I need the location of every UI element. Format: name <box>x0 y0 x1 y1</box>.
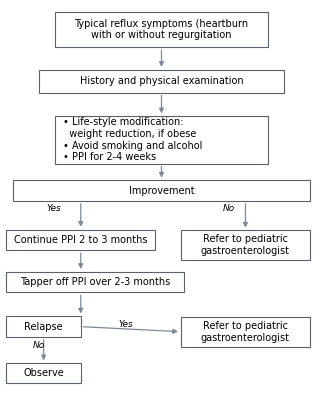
FancyBboxPatch shape <box>55 116 268 164</box>
Text: Yes: Yes <box>119 320 133 329</box>
Text: Improvement: Improvement <box>129 186 194 196</box>
FancyBboxPatch shape <box>6 272 184 292</box>
Text: Continue PPI 2 to 3 months: Continue PPI 2 to 3 months <box>14 235 148 245</box>
FancyBboxPatch shape <box>181 317 310 347</box>
Text: Relapse: Relapse <box>24 322 63 332</box>
Text: Observe: Observe <box>23 368 64 378</box>
FancyBboxPatch shape <box>6 363 81 383</box>
Text: Typical reflux symptoms (heartburn
with or without regurgitation: Typical reflux symptoms (heartburn with … <box>74 19 249 40</box>
Text: Refer to pediatric
gastroenterologist: Refer to pediatric gastroenterologist <box>201 321 290 343</box>
FancyBboxPatch shape <box>55 12 268 47</box>
Text: No: No <box>223 204 235 212</box>
FancyBboxPatch shape <box>6 316 81 337</box>
Text: No: No <box>33 342 45 350</box>
Text: • Life-style modification:
  weight reduction, if obese
• Avoid smoking and alco: • Life-style modification: weight reduct… <box>63 117 203 162</box>
Text: Yes: Yes <box>47 204 62 212</box>
Text: Tapper off PPI over 2-3 months: Tapper off PPI over 2-3 months <box>20 277 171 287</box>
Text: Refer to pediatric
gastroenterologist: Refer to pediatric gastroenterologist <box>201 234 290 256</box>
FancyBboxPatch shape <box>39 70 284 93</box>
FancyBboxPatch shape <box>13 180 310 201</box>
FancyBboxPatch shape <box>6 230 155 250</box>
FancyBboxPatch shape <box>181 230 310 260</box>
Text: History and physical examination: History and physical examination <box>80 76 243 86</box>
